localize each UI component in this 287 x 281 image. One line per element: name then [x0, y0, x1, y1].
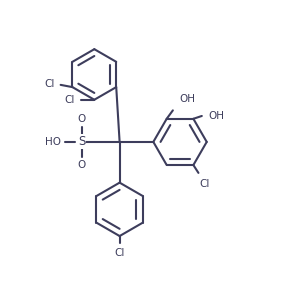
Text: Cl: Cl [65, 95, 75, 105]
Text: OH: OH [179, 94, 195, 104]
Text: Cl: Cl [115, 248, 125, 259]
Text: O: O [77, 114, 86, 124]
Text: HO: HO [45, 137, 61, 147]
Text: Cl: Cl [44, 79, 55, 89]
Text: OH: OH [209, 111, 225, 121]
Text: Cl: Cl [199, 178, 210, 189]
Text: S: S [78, 135, 85, 148]
Text: O: O [77, 160, 86, 170]
